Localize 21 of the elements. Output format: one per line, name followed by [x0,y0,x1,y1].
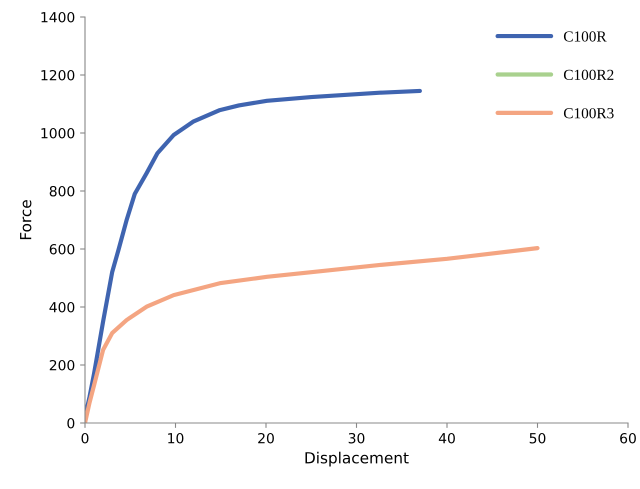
x-tick-label: 50 [530,432,546,444]
line-series [85,246,540,423]
y-tick-label: 0 [67,418,74,428]
y-tick-label: 600 [50,244,74,254]
x-tick-label: 20 [258,432,274,444]
y-tick-label: 800 [50,186,74,196]
x-tick-label: 30 [348,432,364,444]
legend-label: C100R2 [564,70,614,80]
x-tick-label: 10 [168,432,184,444]
y-tick-label: 200 [50,360,74,370]
x-tick-label: 40 [438,432,455,444]
y-tick-label: 400 [49,302,74,312]
y-tick-label: 1200 [41,70,74,80]
x-tick-label: 60 [620,432,636,444]
legend-label: C100R3 [564,108,614,118]
x-axis-title: Displacement [305,452,409,467]
y-tick-label: 1000 [41,128,74,138]
x-tick-label: 0 [81,432,88,444]
y-axis-title: Force [20,200,32,240]
y-tick-label: 1400 [41,12,74,22]
legend-label: C100R [564,31,607,42]
